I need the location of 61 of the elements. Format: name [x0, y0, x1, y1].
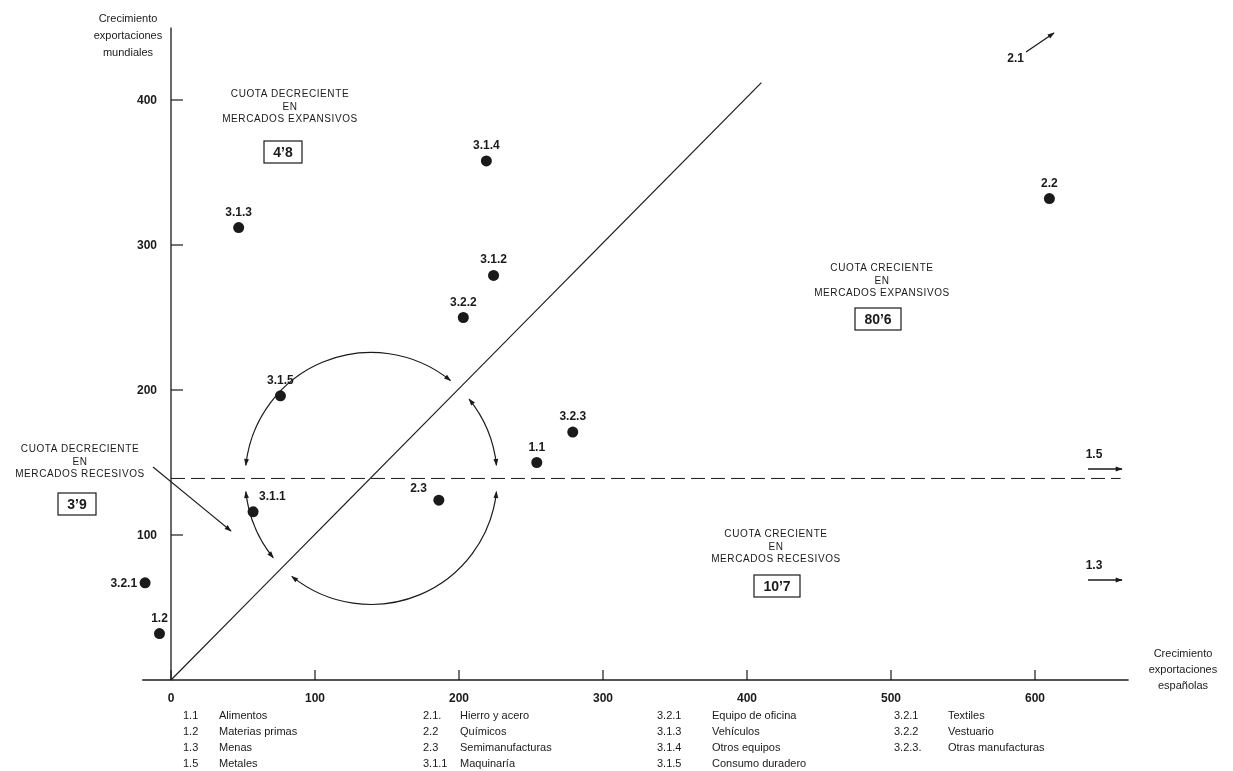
- text: 1.2 Materias primas: [183, 724, 298, 737]
- series-label: 3.1.1: [259, 488, 287, 503]
- text: 3.1.1 Maquinaría: [423, 756, 516, 769]
- y-tick-label: 400: [136, 93, 158, 108]
- y-tick-label: 300: [136, 238, 158, 253]
- text: 3.2.2 Vestuario: [894, 724, 994, 737]
- y-axis-title: Crecimiento exportaciones mundiales: [93, 12, 163, 58]
- point: [480, 155, 492, 167]
- y-tick-label: 200: [136, 383, 158, 398]
- text: 2.3 Semimanufacturas: [423, 740, 552, 753]
- series-label: 3.1.4: [473, 137, 501, 152]
- point: [247, 506, 259, 518]
- y-tick-label: 100: [136, 528, 158, 543]
- annotation: 80’6: [864, 311, 892, 328]
- text: 3.1.5 Consumo duradero: [657, 756, 807, 769]
- annotation: 10’7: [763, 578, 791, 595]
- point: [531, 457, 543, 468]
- series-label: 3.2.3: [559, 409, 587, 424]
- annotation: 1.3: [1085, 558, 1103, 572]
- series-label: 3.1.5: [267, 372, 295, 387]
- annotation: CUOTA CRECIENTE EN MERCADOS RECESIVOS: [711, 528, 841, 564]
- x-tick-label: 500: [880, 691, 902, 705]
- series-label: 3.2.2: [449, 294, 477, 309]
- text: 1.5 Metales: [183, 756, 258, 769]
- point: [153, 628, 165, 640]
- text: 3’9: [67, 496, 87, 513]
- series-label: 1.1: [528, 439, 546, 454]
- annotation: CUOTA CRECIENTE EN MERCADOS EXPANSIVOS: [814, 262, 950, 298]
- annotation: 1.5: [1085, 447, 1103, 461]
- series-label: 3.2.1: [110, 575, 138, 590]
- text: 3.1.4 Otros equipos: [657, 740, 781, 753]
- text: 2.2 Químicos: [423, 724, 507, 737]
- x-axis-title: Crecimiento exportaciones españolas: [1148, 647, 1218, 691]
- text: 2.1. Hierro y acero: [423, 708, 530, 721]
- point: [233, 222, 245, 234]
- text: 3.2.3. Otras manufacturas: [894, 740, 1045, 753]
- text: 1.1 Alimentos: [183, 708, 268, 721]
- annotation: CUOTA DECRECIENTE EN MERCADOS EXPANSIVOS: [222, 88, 358, 124]
- series-label: 3.1.3: [225, 204, 253, 219]
- point: [567, 426, 579, 438]
- series-label: 2.2: [1041, 175, 1059, 190]
- point: [488, 269, 500, 281]
- annotation: 4’8: [273, 144, 293, 161]
- series-label: 3.1.2: [480, 252, 508, 267]
- series-label: 2.3: [410, 481, 428, 496]
- point: [139, 577, 151, 589]
- annotation: CUOTA DECRECIENTE EN MERCADOS RECESIVOS: [15, 443, 145, 479]
- point: [457, 312, 469, 323]
- x-tick-label: 100: [304, 691, 326, 705]
- x-tick-label: 600: [1024, 691, 1046, 705]
- text: 1.3 Menas: [183, 740, 253, 753]
- x-tick-label: 0: [167, 691, 175, 705]
- text: 3.2.1 Equipo de oficina: [657, 708, 797, 721]
- annotation: 2.1: [1007, 51, 1025, 65]
- x-tick-label: 400: [736, 691, 758, 705]
- text: 3.1.3 Vehículos: [657, 724, 760, 737]
- series-label: 1.2: [151, 610, 169, 625]
- text: 3.2.1 Textiles: [894, 708, 985, 721]
- x-tick-label: 300: [592, 691, 614, 705]
- point: [1043, 193, 1055, 205]
- x-tick-label: 200: [448, 691, 470, 705]
